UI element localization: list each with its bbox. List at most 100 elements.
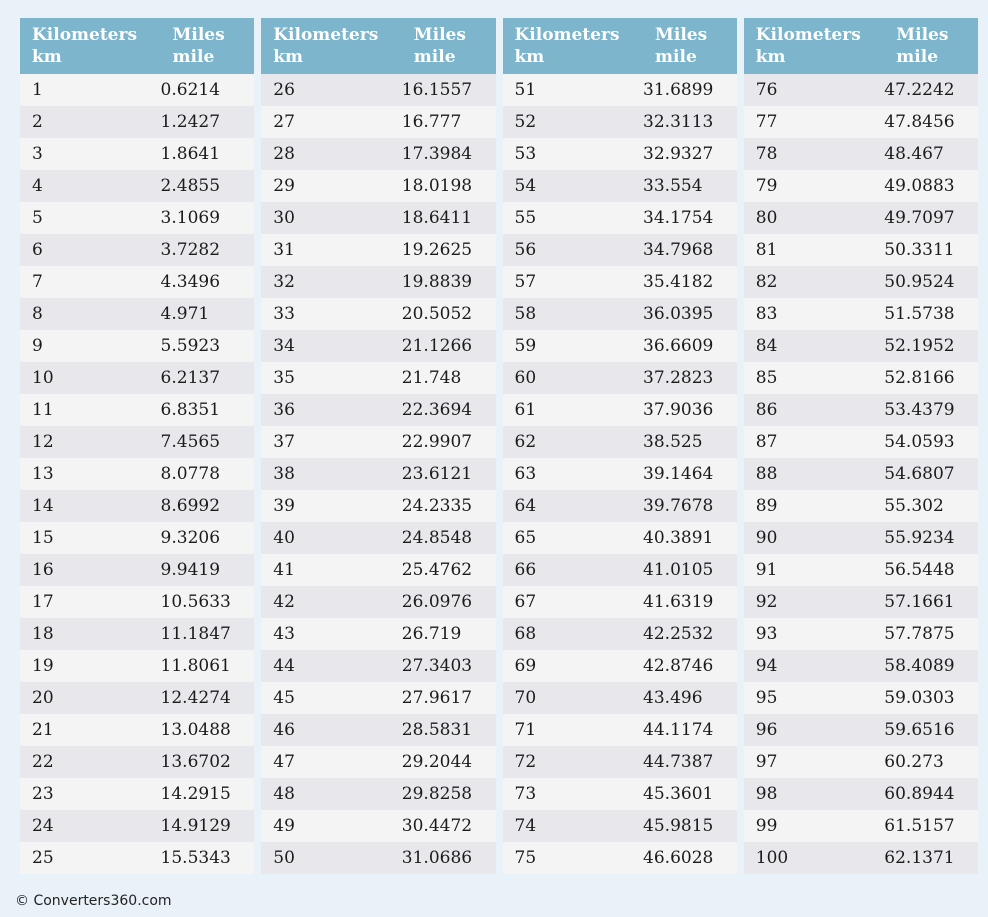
table-row: 47 29.2044 — [261, 746, 496, 778]
mile-value: 61.5157 — [884, 816, 955, 836]
mile-value: 19.8839 — [401, 272, 473, 292]
km-value: 54 — [514, 176, 537, 196]
table-row: 89 55.302 — [743, 490, 978, 522]
miles-label: Miles — [413, 25, 466, 45]
mile-value: 31.6899 — [643, 80, 714, 100]
table-row: 93 57.7875 — [743, 618, 978, 650]
table-row: 37 22.9907 — [261, 426, 496, 458]
table-row: 35 21.748 — [261, 362, 496, 394]
mile-value: 47.8456 — [884, 112, 955, 132]
table-row: 48 29.8258 — [261, 778, 496, 810]
table-row: 18 11.1847 — [20, 618, 255, 650]
kilometers-column-header: Kilometers km — [261, 18, 402, 74]
table-row: 91 56.5448 — [743, 554, 978, 586]
table-row: 86 53.4379 — [743, 394, 978, 426]
km-value: 95 — [755, 688, 778, 708]
mile-value: 23.6121 — [401, 464, 473, 484]
km-value: 52 — [514, 112, 537, 132]
mile-value: 34.7968 — [643, 240, 714, 260]
km-value: 58 — [514, 304, 537, 324]
km-value: 99 — [755, 816, 778, 836]
km-value: 69 — [514, 656, 537, 676]
table-row: 46 28.5831 — [261, 714, 496, 746]
mile-value: 54.6807 — [884, 464, 955, 484]
table-row: 71 44.1174 — [502, 714, 737, 746]
table-header: Kilometers km Miles mile — [743, 18, 978, 74]
km-value: 20 — [32, 688, 54, 708]
mile-value: 20.5052 — [401, 304, 473, 324]
km-unit-label: km — [273, 46, 304, 67]
km-value: 80 — [755, 208, 778, 228]
km-value: 23 — [32, 784, 54, 804]
table-row: 99 61.5157 — [743, 810, 978, 842]
mile-value: 19.2625 — [401, 240, 473, 260]
table-row: 13 8.0778 — [20, 458, 255, 490]
table-body: 76 47.2242 77 47.8456 78 48.467 79 49.0883 80 49.… — [743, 74, 978, 874]
mile-value: 58.4089 — [884, 656, 955, 676]
km-value: 60 — [514, 368, 537, 388]
table-row: 94 58.4089 — [743, 650, 978, 682]
table-row: 75 46.6028 — [502, 842, 737, 874]
mile-value: 22.3694 — [401, 400, 473, 420]
mile-value: 52.1952 — [884, 336, 955, 356]
km-value: 61 — [514, 400, 537, 420]
km-value: 67 — [514, 592, 537, 612]
mile-value: 48.467 — [884, 144, 944, 164]
mile-value: 44.1174 — [643, 720, 714, 740]
km-value: 33 — [273, 304, 295, 324]
table-row: 20 12.4274 — [20, 682, 255, 714]
table-row: 28 17.3984 — [261, 138, 496, 170]
km-value: 55 — [514, 208, 537, 228]
mile-value: 14.9129 — [160, 816, 231, 836]
mile-value: 0.6214 — [160, 80, 221, 100]
table-body: 51 31.6899 52 32.3113 53 32.9327 54 33.554 55 34.… — [502, 74, 737, 874]
table-row: 62 38.525 — [502, 426, 737, 458]
km-value: 26 — [273, 80, 295, 100]
mile-value: 29.8258 — [401, 784, 473, 804]
table-header: Kilometers km Miles mile — [20, 18, 255, 74]
table-row: 7 4.3496 — [20, 266, 255, 298]
km-value: 70 — [514, 688, 537, 708]
km-value: 82 — [755, 272, 778, 292]
km-value: 24 — [32, 816, 54, 836]
mile-value: 25.4762 — [401, 560, 473, 580]
kilometers-label: Kilometers — [755, 25, 861, 45]
table-row: 4 2.4855 — [20, 170, 255, 202]
mile-value: 31.0686 — [401, 848, 473, 868]
table-row: 52 32.3113 — [502, 106, 737, 138]
km-value: 81 — [755, 240, 778, 260]
mile-value: 16.1557 — [401, 80, 473, 100]
table-row: 8 4.971 — [20, 298, 255, 330]
km-value: 46 — [273, 720, 295, 740]
table-row: 29 18.0198 — [261, 170, 496, 202]
km-value: 92 — [755, 592, 778, 612]
km-value: 6 — [32, 240, 43, 260]
table-row: 74 45.9815 — [502, 810, 737, 842]
km-value: 79 — [755, 176, 778, 196]
mile-value: 24.2335 — [401, 496, 473, 516]
table-row: 12 7.4565 — [20, 426, 255, 458]
km-value: 74 — [514, 816, 537, 836]
km-unit-label: km — [514, 46, 545, 67]
table-row: 79 49.0883 — [743, 170, 978, 202]
table-row: 1 0.6214 — [20, 74, 255, 106]
table-row: 73 45.3601 — [502, 778, 737, 810]
mile-value: 26.0976 — [401, 592, 473, 612]
mile-value: 13.0488 — [160, 720, 231, 740]
km-value: 27 — [273, 112, 295, 132]
table-row: 49 30.4472 — [261, 810, 496, 842]
table-row: 30 18.6411 — [261, 202, 496, 234]
km-value: 91 — [755, 560, 778, 580]
kilometers-column-header: Kilometers km — [503, 18, 644, 74]
km-value: 9 — [32, 336, 43, 356]
mile-value: 28.5831 — [401, 720, 473, 740]
km-value: 39 — [273, 496, 295, 516]
km-value: 84 — [755, 336, 778, 356]
km-value: 57 — [514, 272, 537, 292]
mile-value: 5.5923 — [160, 336, 221, 356]
km-value: 25 — [32, 848, 54, 868]
mile-value: 54.0593 — [884, 432, 955, 452]
mile-value: 15.5343 — [160, 848, 231, 868]
km-value: 100 — [755, 848, 789, 868]
table-row: 78 48.467 — [743, 138, 978, 170]
